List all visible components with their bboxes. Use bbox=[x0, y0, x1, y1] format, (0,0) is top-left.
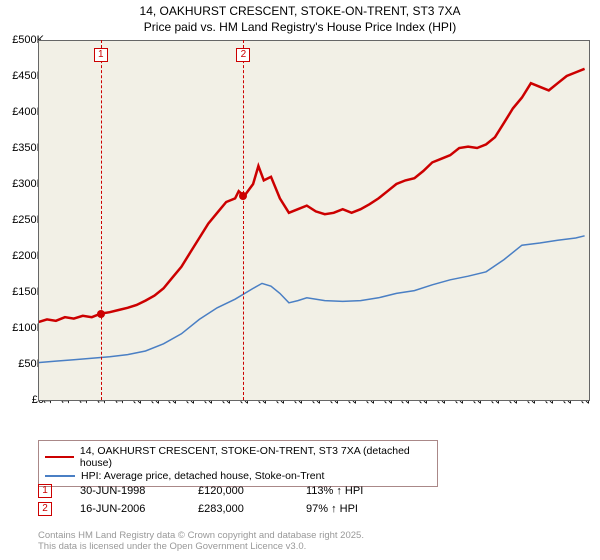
sales-price-1: £120,000 bbox=[198, 485, 278, 497]
title-line-2: Price paid vs. HM Land Registry's House … bbox=[0, 20, 600, 36]
sales-date-2: 16-JUN-2006 bbox=[80, 503, 170, 515]
legend-row-property: 14, OAKHURST CRESCENT, STOKE-ON-TRENT, S… bbox=[45, 445, 431, 469]
footer-line-2: This data is licensed under the Open Gov… bbox=[38, 541, 364, 552]
sale-marker-box: 1 bbox=[94, 48, 108, 62]
title-block: 14, OAKHURST CRESCENT, STOKE-ON-TRENT, S… bbox=[0, 0, 600, 37]
legend-row-hpi: HPI: Average price, detached house, Stok… bbox=[45, 470, 431, 482]
legend-swatch-property bbox=[45, 456, 74, 459]
sale-vline bbox=[243, 40, 244, 400]
sales-price-2: £283,000 bbox=[198, 503, 278, 515]
sales-row-1: 1 30-JUN-1998 £120,000 113% ↑ HPI bbox=[38, 484, 363, 498]
sales-delta-2: 97% ↑ HPI bbox=[306, 503, 358, 515]
legend-label-hpi: HPI: Average price, detached house, Stok… bbox=[81, 470, 324, 482]
sale-marker-box: 2 bbox=[236, 48, 250, 62]
sales-marker-2: 2 bbox=[38, 502, 52, 516]
title-line-1: 14, OAKHURST CRESCENT, STOKE-ON-TRENT, S… bbox=[0, 4, 600, 20]
plot-background bbox=[38, 41, 589, 400]
footer-line-1: Contains HM Land Registry data © Crown c… bbox=[38, 530, 364, 541]
sale-dot bbox=[97, 310, 105, 318]
legend-box: 14, OAKHURST CRESCENT, STOKE-ON-TRENT, S… bbox=[38, 440, 438, 487]
sales-delta-1: 113% ↑ HPI bbox=[306, 485, 363, 497]
legend-swatch-hpi bbox=[45, 475, 75, 477]
legend-label-property: 14, OAKHURST CRESCENT, STOKE-ON-TRENT, S… bbox=[80, 445, 431, 469]
chart-container: 14, OAKHURST CRESCENT, STOKE-ON-TRENT, S… bbox=[0, 0, 600, 560]
sale-dot bbox=[239, 192, 247, 200]
sales-row-2: 2 16-JUN-2006 £283,000 97% ↑ HPI bbox=[38, 502, 363, 516]
sales-marker-1: 1 bbox=[38, 484, 52, 498]
sale-vline bbox=[101, 40, 102, 400]
footer-copyright: Contains HM Land Registry data © Crown c… bbox=[38, 530, 364, 553]
sales-table: 1 30-JUN-1998 £120,000 113% ↑ HPI 2 16-J… bbox=[38, 484, 363, 520]
x-axis-line bbox=[38, 400, 590, 401]
y-axis-line bbox=[38, 40, 39, 400]
sales-date-1: 30-JUN-1998 bbox=[80, 485, 170, 497]
plot-area bbox=[38, 40, 590, 400]
